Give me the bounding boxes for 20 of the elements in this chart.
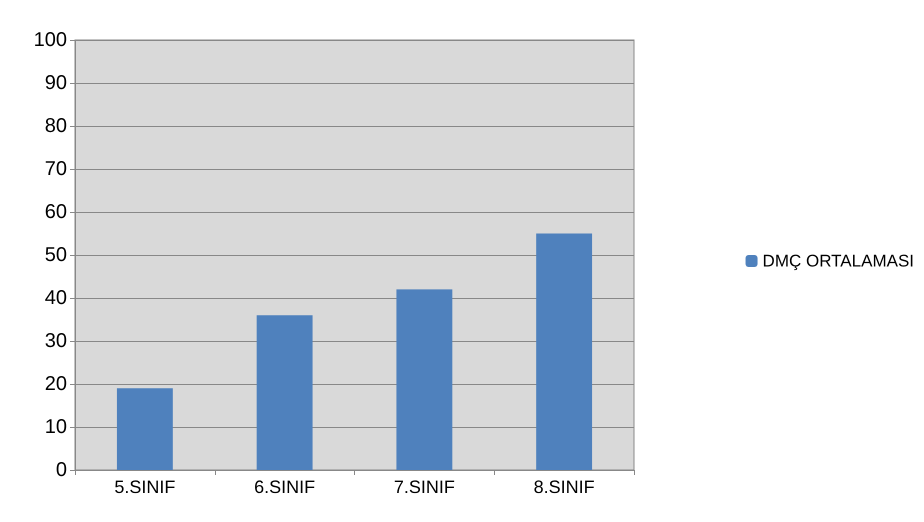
y-tick-label: 30 <box>44 330 67 352</box>
y-tick-label: 80 <box>44 115 67 137</box>
bar <box>116 388 173 470</box>
y-tick-label: 50 <box>44 244 67 266</box>
x-tick-label: 6.SINIF <box>254 477 316 497</box>
y-tick-label: 10 <box>44 416 67 438</box>
y-tick-label: 0 <box>56 459 67 481</box>
y-tick-label: 70 <box>44 158 67 180</box>
bar <box>256 315 313 470</box>
y-tick-label: 20 <box>44 373 67 395</box>
x-tick-label: 7.SINIF <box>394 477 455 497</box>
y-tick-label: 100 <box>34 29 67 51</box>
bar <box>536 234 592 470</box>
x-tick-label: 5.SINIF <box>114 477 176 497</box>
bar <box>396 289 452 470</box>
legend-label: DMÇ ORTALAMASI <box>762 252 914 270</box>
y-tick-label: 90 <box>44 72 67 94</box>
x-tick-label: 8.SINIF <box>534 477 595 497</box>
y-tick-label: 60 <box>44 201 67 223</box>
y-tick-label: 40 <box>44 287 67 309</box>
